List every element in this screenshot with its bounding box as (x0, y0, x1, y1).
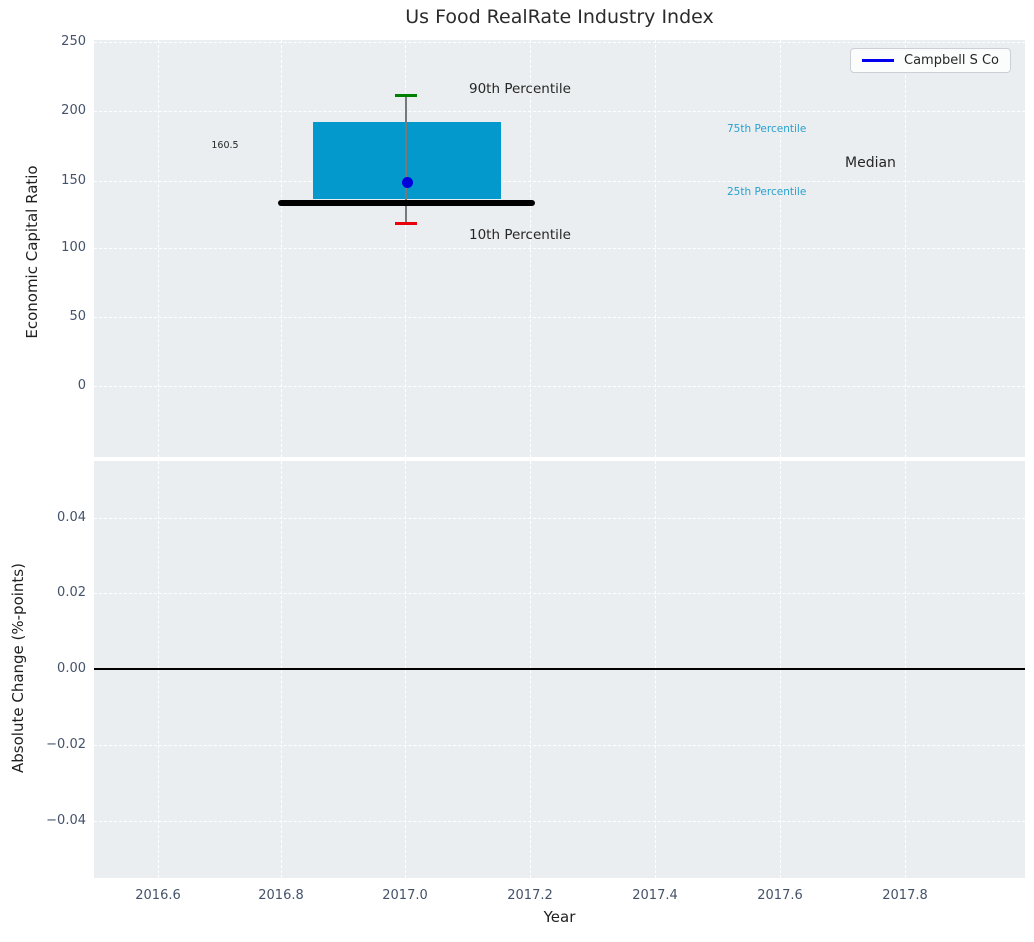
ytick-label: 50 (69, 309, 86, 324)
xtick-label: 2017.8 (882, 888, 928, 903)
xtick-label: 2017.2 (507, 888, 553, 903)
ytick-label: 100 (61, 240, 86, 255)
gridline (94, 181, 1025, 182)
gridline (94, 111, 1025, 112)
gridline (94, 42, 1025, 43)
annotation-median-value: 160.5 (211, 140, 239, 151)
xtick-label: 2016.6 (135, 888, 181, 903)
top-axes: 90th Percentile 10th Percentile 75th Per… (94, 40, 1025, 457)
xtick-label: 2017.0 (382, 888, 428, 903)
x-axis-label: Year (543, 908, 576, 926)
annotation-10th-percentile: 10th Percentile (469, 227, 571, 243)
legend-line-swatch (862, 59, 894, 62)
xtick-label: 2016.8 (258, 888, 304, 903)
gridline (94, 745, 1025, 746)
top-y-axis-label: Economic Capital Ratio (23, 165, 41, 339)
gridline (94, 248, 1025, 249)
xtick-label: 2017.6 (757, 888, 803, 903)
gridline (94, 386, 1025, 387)
ytick-label: 250 (61, 34, 86, 49)
gridline (94, 821, 1025, 822)
ytick-label: 0 (77, 378, 86, 393)
bottom-y-axis-label: Absolute Change (%-points) (9, 563, 27, 773)
xtick-label: 2017.4 (632, 888, 678, 903)
annotation-median: Median (845, 155, 896, 171)
zero-reference-line (94, 668, 1025, 670)
annotation-90th-percentile: 90th Percentile (469, 81, 571, 97)
ytick-label: 150 (61, 173, 86, 188)
legend: Campbell S Co (850, 48, 1011, 73)
bottom-axes (94, 461, 1025, 878)
legend-label: Campbell S Co (904, 53, 999, 68)
company-data-point (402, 177, 413, 188)
median-line (278, 200, 535, 206)
ytick-label: 0.00 (57, 661, 86, 676)
gridline (94, 518, 1025, 519)
gridline (94, 593, 1025, 594)
whisker-line (405, 96, 407, 223)
ytick-label: −0.04 (46, 813, 86, 828)
ytick-label: 0.02 (57, 585, 86, 600)
p90-cap (395, 94, 417, 97)
chart-title: Us Food RealRate Industry Index (405, 6, 714, 28)
p10-cap (395, 222, 417, 225)
gridline (94, 317, 1025, 318)
ytick-label: −0.02 (46, 737, 86, 752)
ytick-label: 200 (61, 103, 86, 118)
annotation-25th-percentile: 25th Percentile (727, 186, 807, 198)
ytick-label: 0.04 (57, 510, 86, 525)
annotation-75th-percentile: 75th Percentile (727, 123, 807, 135)
